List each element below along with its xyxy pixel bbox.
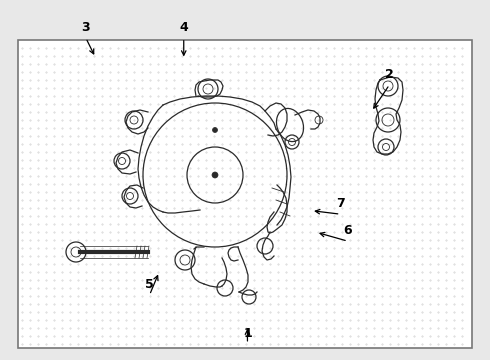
Text: 1: 1	[243, 327, 252, 340]
Text: 2: 2	[385, 68, 394, 81]
Text: 4: 4	[179, 21, 188, 34]
Circle shape	[212, 172, 218, 178]
FancyBboxPatch shape	[18, 40, 472, 348]
Circle shape	[213, 127, 218, 132]
Text: 6: 6	[343, 224, 352, 237]
Text: 3: 3	[81, 21, 90, 34]
Text: 5: 5	[145, 278, 154, 291]
Text: 7: 7	[336, 197, 345, 210]
